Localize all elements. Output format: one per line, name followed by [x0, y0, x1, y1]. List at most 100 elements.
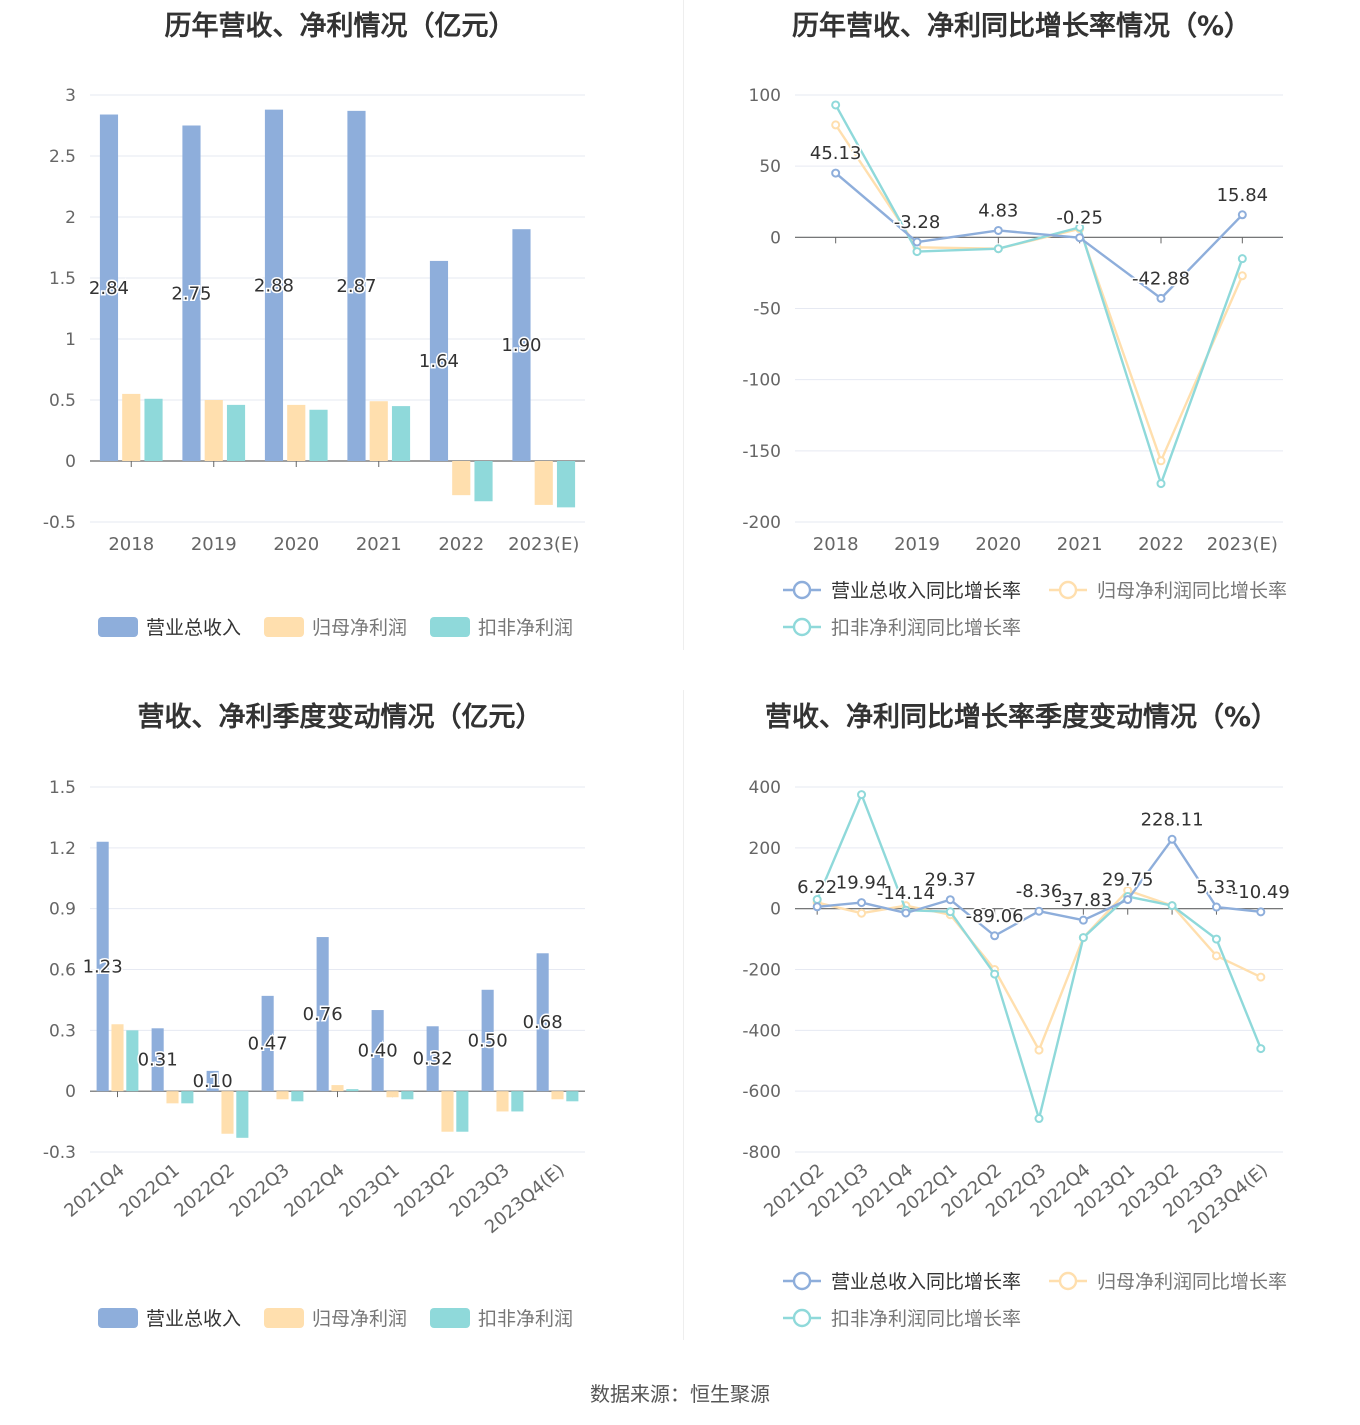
bar-deducted-profit[interactable]	[474, 461, 493, 502]
line-point[interactable]	[812, 902, 822, 912]
bar-deducted-profit[interactable]	[401, 1091, 414, 1100]
line-point[interactable]	[993, 244, 1003, 254]
line-point[interactable]	[990, 931, 1000, 941]
bar-deducted-profit[interactable]	[346, 1089, 359, 1092]
line-data-label: -89.06	[966, 906, 1024, 927]
line-point[interactable]	[1211, 934, 1221, 944]
x-tick-label: 2023(E)	[508, 534, 579, 555]
bar-net-profit[interactable]	[441, 1091, 454, 1132]
bar-deducted-profit[interactable]	[456, 1091, 469, 1132]
bar-revenue[interactable]	[429, 260, 449, 461]
bar-revenue[interactable]	[151, 1028, 164, 1092]
legend-item[interactable]: 归母净利润	[264, 1308, 407, 1330]
legend-item[interactable]: 扣非净利润同比增长率	[783, 1308, 1021, 1330]
bar-deducted-profit[interactable]	[126, 1030, 139, 1092]
line-point[interactable]	[1078, 933, 1088, 943]
legend-item[interactable]: 归母净利润同比增长率	[1049, 580, 1287, 602]
bar-net-profit[interactable]	[452, 461, 471, 496]
bar-revenue[interactable]	[96, 841, 109, 1092]
bar-revenue[interactable]	[182, 125, 201, 462]
bar-revenue[interactable]	[261, 995, 274, 1092]
legend-item[interactable]: 扣非净利润	[430, 1308, 573, 1330]
line-point[interactable]	[1256, 972, 1266, 982]
bar-net-profit[interactable]	[204, 400, 223, 461]
bar-revenue[interactable]	[481, 989, 494, 1092]
bar-deducted-profit[interactable]	[181, 1091, 194, 1104]
line-point[interactable]	[901, 908, 911, 918]
bar-net-profit[interactable]	[534, 461, 553, 505]
x-tick-label: 2020	[975, 534, 1021, 555]
bar-net-profit[interactable]	[369, 401, 388, 461]
legend-item[interactable]: 扣非净利润同比增长率	[783, 617, 1021, 639]
bar-revenue[interactable]	[347, 110, 366, 462]
bar-deducted-profit[interactable]	[226, 404, 246, 461]
bar-net-profit[interactable]	[496, 1091, 509, 1112]
line-point[interactable]	[857, 790, 867, 800]
legend-item[interactable]: 营业总收入同比增长率	[783, 1271, 1021, 1293]
bar-net-profit[interactable]	[166, 1091, 179, 1104]
line-point[interactable]	[1034, 1045, 1044, 1055]
bar-net-profit[interactable]	[111, 1024, 124, 1092]
line-point[interactable]	[1156, 479, 1166, 489]
line-point[interactable]	[857, 898, 867, 908]
line-point[interactable]	[912, 247, 922, 257]
line-point[interactable]	[831, 100, 841, 110]
bar-deducted-profit[interactable]	[309, 409, 328, 461]
bar-revenue[interactable]	[536, 953, 549, 1092]
bar-deducted-profit[interactable]	[291, 1091, 304, 1102]
line-point[interactable]	[1167, 901, 1177, 911]
bar-net-profit[interactable]	[331, 1085, 344, 1092]
line-data-label: -14.14	[877, 883, 935, 904]
line-point[interactable]	[831, 120, 841, 130]
line-point[interactable]	[1167, 834, 1177, 844]
bar-revenue[interactable]	[371, 1010, 384, 1092]
bar-net-profit[interactable]	[551, 1091, 564, 1100]
line-point[interactable]	[993, 225, 1003, 235]
line-point[interactable]	[1237, 271, 1247, 281]
line-point[interactable]	[1156, 456, 1166, 466]
line-point[interactable]	[1078, 915, 1088, 925]
bar-deducted-profit[interactable]	[566, 1091, 579, 1102]
line-point[interactable]	[945, 907, 955, 917]
line-point[interactable]	[912, 237, 922, 247]
legend-item[interactable]: 扣非净利润	[430, 617, 573, 639]
bar-deducted-profit[interactable]	[556, 461, 576, 508]
bar-deducted-profit[interactable]	[511, 1091, 524, 1112]
line-point[interactable]	[1211, 951, 1221, 961]
line-point[interactable]	[990, 969, 1000, 979]
bar-revenue[interactable]	[426, 1026, 439, 1092]
legend-item[interactable]: 营业总收入同比增长率	[783, 580, 1021, 602]
bar-net-profit[interactable]	[221, 1091, 234, 1134]
legend-item[interactable]: 归母净利润	[264, 617, 407, 639]
line-point[interactable]	[1211, 902, 1221, 912]
line-point[interactable]	[831, 168, 841, 178]
legend-item[interactable]: 归母净利润同比增长率	[1049, 1271, 1287, 1293]
bar-revenue[interactable]	[316, 937, 329, 1092]
line-point[interactable]	[1075, 233, 1085, 243]
bar-deducted-profit[interactable]	[391, 406, 411, 461]
line-point[interactable]	[1034, 906, 1044, 916]
line-point[interactable]	[1237, 254, 1247, 264]
line-point[interactable]	[1075, 222, 1085, 232]
bar-net-profit[interactable]	[276, 1091, 289, 1100]
line-point[interactable]	[1123, 895, 1133, 905]
bar-deducted-profit[interactable]	[236, 1091, 249, 1138]
line-point[interactable]	[1256, 1044, 1266, 1054]
bar-deducted-profit[interactable]	[144, 398, 163, 461]
bar-revenue[interactable]	[264, 109, 284, 461]
line-point[interactable]	[1034, 1114, 1044, 1124]
line-point[interactable]	[1156, 293, 1166, 303]
bar-net-profit[interactable]	[287, 404, 306, 461]
legend-label: 营业总收入	[146, 617, 241, 639]
bar-net-profit[interactable]	[122, 393, 141, 461]
bar-revenue[interactable]	[99, 114, 119, 462]
line-point[interactable]	[1256, 907, 1266, 917]
bar-net-profit[interactable]	[386, 1091, 399, 1098]
line-point[interactable]	[1237, 210, 1247, 220]
bar-revenue[interactable]	[206, 1070, 219, 1092]
legend-item[interactable]: 营业总收入	[98, 1308, 241, 1330]
line-point[interactable]	[857, 908, 867, 918]
legend-item[interactable]: 营业总收入	[98, 617, 241, 639]
line-point[interactable]	[945, 895, 955, 905]
bar-revenue[interactable]	[512, 229, 531, 461]
